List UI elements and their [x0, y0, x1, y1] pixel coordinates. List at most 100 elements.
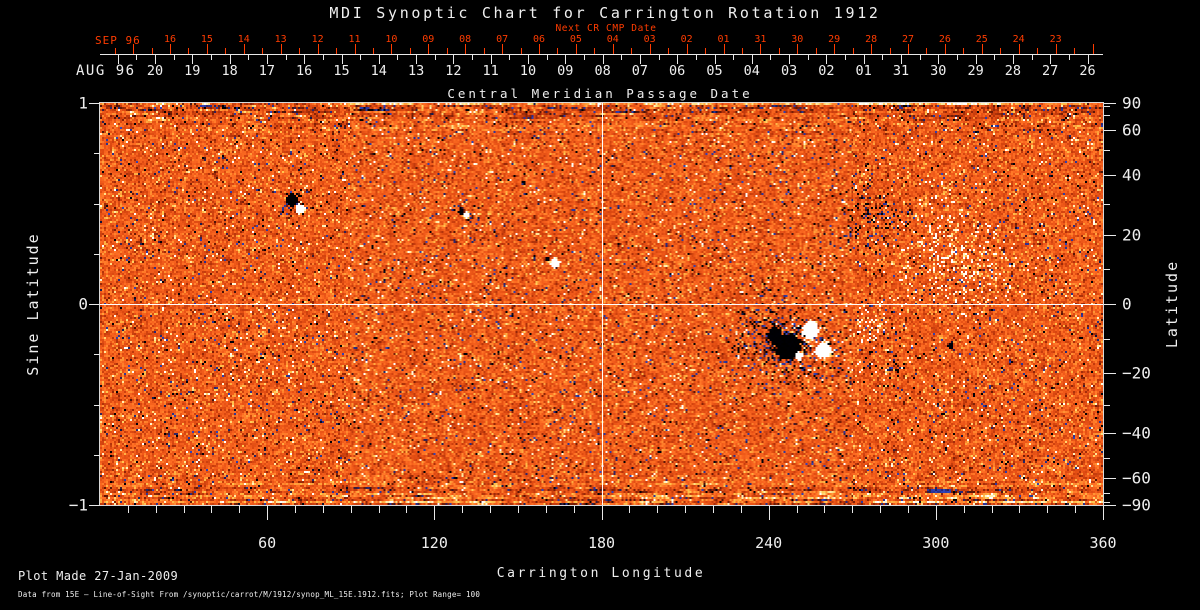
longitude-tick	[434, 506, 436, 520]
latitude-tick	[1104, 505, 1116, 506]
cmp-tick	[266, 55, 268, 64]
cmp-tick	[173, 55, 175, 60]
cmp-tick	[341, 55, 343, 64]
cmp-tick	[378, 55, 380, 64]
next-cr-date-label: 28	[865, 34, 878, 45]
cmp-tick	[863, 55, 865, 64]
cmp-date-label: 28	[1004, 63, 1022, 79]
latitude-tick-label: 60	[1122, 120, 1142, 140]
cmp-date-label: 18	[221, 63, 238, 79]
sine-latitude-tick	[94, 153, 100, 155]
cmp-tick	[472, 55, 474, 60]
next-cr-date-label: 03	[643, 34, 656, 45]
next-cr-tick	[262, 48, 264, 54]
next-cr-tick	[391, 44, 393, 54]
cmp-tick	[528, 55, 529, 64]
longitude-minor-tick	[239, 506, 241, 513]
cmp-tick	[1050, 55, 1052, 64]
latitude-minor-tick	[1104, 269, 1110, 271]
longitude-tick	[267, 506, 269, 520]
next-cr-date-label: 10	[385, 34, 398, 45]
next-cr-date-label: 16	[163, 34, 177, 45]
next-cr-date-label: 06	[532, 34, 546, 45]
next-cr-tick	[336, 48, 338, 54]
cmp-tick	[509, 55, 511, 60]
cmp-date-label: 05	[706, 63, 723, 79]
longitude-tick	[935, 506, 937, 520]
cmp-date-label: 07	[631, 63, 649, 79]
next-cr-tick	[446, 48, 448, 54]
next-cr-tick	[649, 44, 651, 54]
next-cr-tick	[760, 44, 762, 54]
longitude-minor-tick	[852, 506, 854, 513]
cmp-date-label: 03	[780, 63, 798, 79]
next-cr-tick	[668, 48, 670, 54]
sine-latitude-tick-label: −1	[68, 495, 88, 515]
chart-title: MDI Synoptic Chart for Carrington Rotati…	[329, 4, 881, 22]
next-cr-tick	[1074, 48, 1076, 54]
next-cr-tick	[133, 44, 135, 54]
next-cr-date-label: 13	[274, 34, 287, 45]
next-cr-tick	[926, 48, 928, 54]
sine-latitude-tick	[89, 103, 100, 104]
next-cr-month-label: SEP 96	[95, 34, 141, 47]
plot-made-note: Plot Made 27-Jan-2009	[18, 569, 179, 583]
next-cr-date-label: 24	[1012, 34, 1025, 45]
sine-latitude-tick	[94, 454, 100, 456]
sine-latitude-tick	[94, 354, 100, 356]
latitude-minor-tick	[1104, 501, 1110, 503]
next-cr-tick	[705, 48, 707, 54]
next-cr-tick	[243, 44, 245, 54]
longitude-tick-label: 240	[755, 534, 783, 552]
next-cr-tick	[372, 48, 374, 54]
next-cr-tick	[741, 48, 743, 54]
latitude-tick-label: 0	[1122, 294, 1132, 314]
cmp-tick	[136, 55, 138, 60]
latitude-minor-tick	[1104, 457, 1110, 459]
cmp-tick	[229, 55, 231, 64]
longitude-minor-tick	[462, 506, 464, 513]
next-cr-tick	[889, 48, 891, 54]
next-cr-tick	[465, 44, 467, 54]
longitude-minor-tick	[573, 506, 575, 513]
latitude-tick-label: 40	[1122, 165, 1142, 185]
longitude-minor-tick	[1075, 506, 1077, 513]
latitude-minor-tick	[1104, 106, 1110, 108]
longitude-minor-tick	[350, 506, 352, 513]
latitude-tick	[1104, 372, 1116, 374]
next-cr-tick	[944, 44, 946, 54]
plot-frame	[99, 102, 1104, 506]
next-cr-tick	[483, 48, 485, 54]
sine-latitude-tick-label: 1	[78, 93, 88, 113]
longitude-tick-label: 120	[420, 534, 448, 552]
cmp-tick	[994, 55, 996, 60]
next-cr-date-label: 29	[828, 34, 841, 45]
latitude-tick-label: −90	[1122, 495, 1151, 515]
next-cr-date-label: 08	[459, 34, 472, 45]
cmp-date-label: 11	[482, 63, 499, 79]
latitude-tick	[1104, 433, 1116, 435]
sine-latitude-tick-label: 0	[78, 294, 88, 314]
longitude-minor-tick	[880, 506, 882, 513]
cmp-axis-title: Central Meridian Passage Date	[447, 86, 753, 101]
next-cr-tick	[1037, 48, 1039, 54]
cmp-tick	[975, 55, 977, 64]
longitude-minor-tick	[963, 506, 965, 513]
next-cr-tick	[1018, 44, 1020, 54]
longitude-minor-tick	[517, 506, 519, 513]
cmp-date-label: 08	[594, 63, 611, 79]
cmp-tick	[807, 55, 809, 60]
latitude-tick	[1104, 304, 1116, 305]
longitude-minor-tick	[740, 506, 742, 513]
next-cr-tick	[502, 44, 504, 54]
longitude-tick	[1103, 506, 1104, 520]
cmp-tick	[602, 55, 604, 64]
next-cr-tick	[852, 48, 854, 54]
cmp-tick	[565, 55, 567, 64]
cmp-date-label: 19	[184, 63, 201, 79]
next-cr-tick	[723, 44, 725, 54]
cmp-date-label: 16	[296, 63, 313, 79]
next-cr-tick	[151, 48, 153, 54]
next-cr-tick	[908, 44, 909, 54]
